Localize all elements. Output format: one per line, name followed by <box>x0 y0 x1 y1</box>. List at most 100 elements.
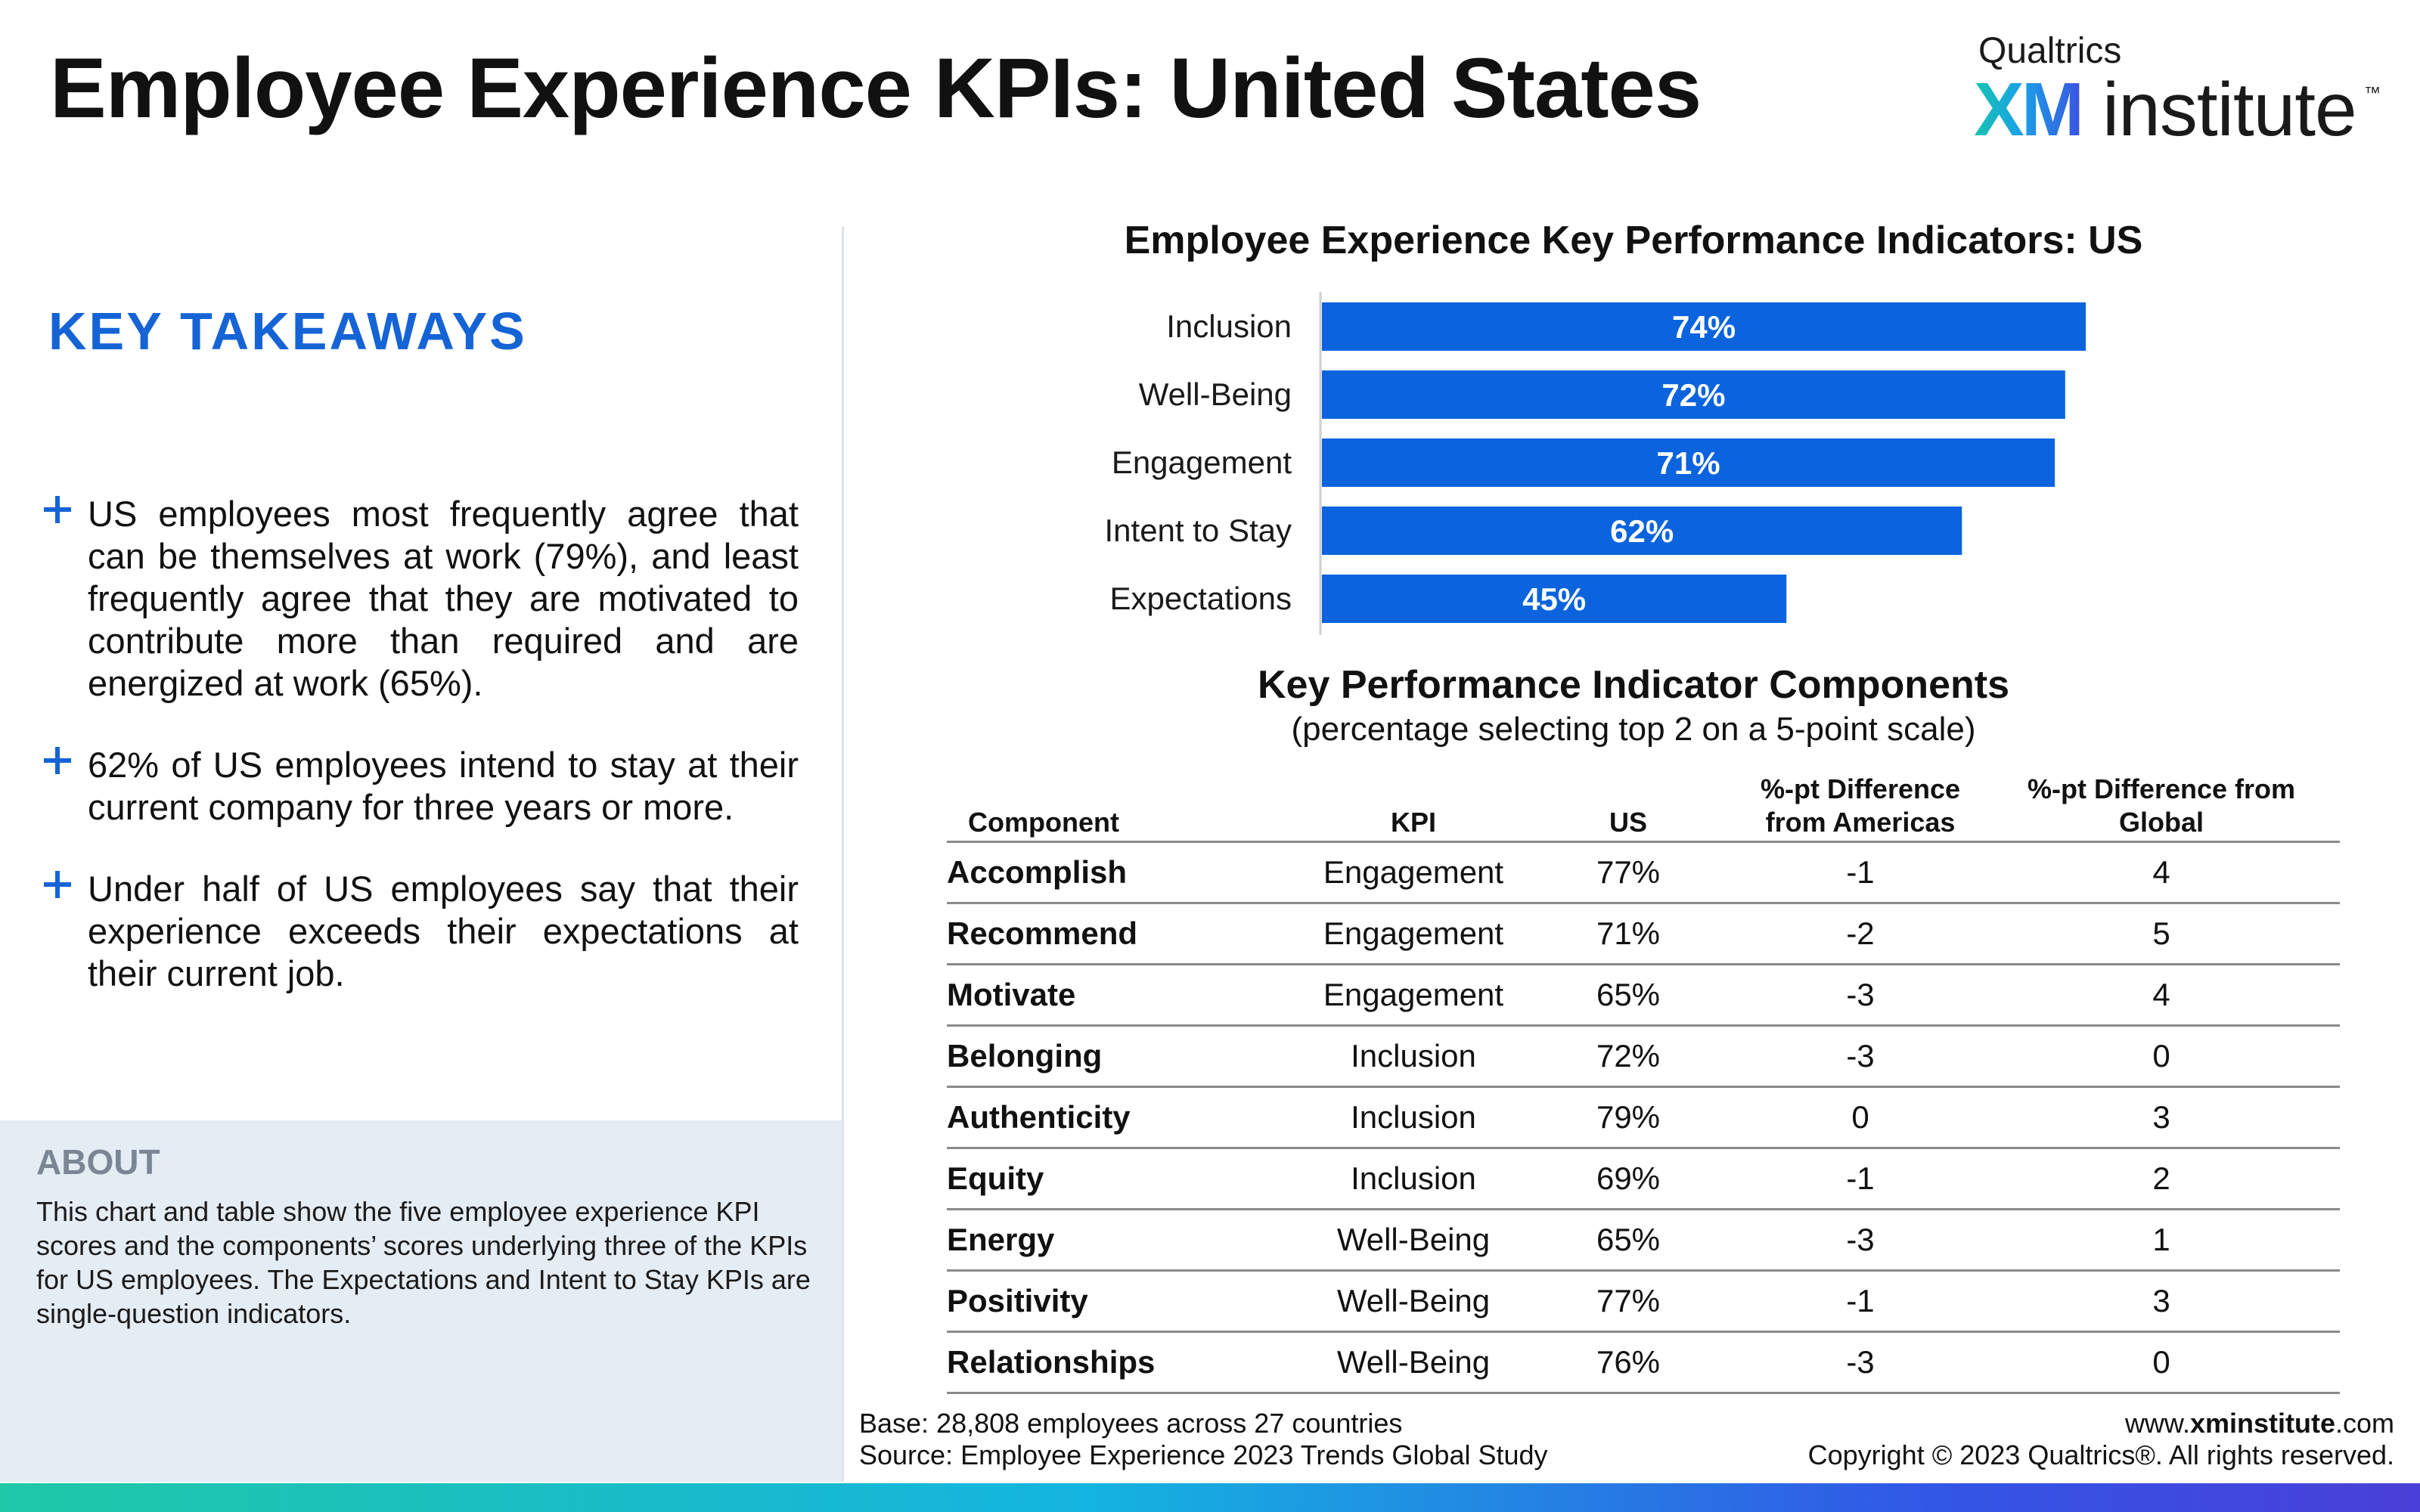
table-cell: Engagement <box>1308 964 1519 1027</box>
bar-value-label: 71% <box>1657 445 1720 481</box>
column-divider <box>842 227 844 1482</box>
table-cell: 4 <box>1983 964 2340 1027</box>
footer-notes: Base: 28,808 employees across 27 countri… <box>859 1408 1548 1471</box>
table-cell: 3 <box>1983 1270 2340 1333</box>
bar-engagement <box>1322 438 2055 487</box>
table-cell: Positivity <box>947 1270 1308 1333</box>
table-header-cell: Component <box>947 771 1308 843</box>
logo-institute: institute <box>2102 67 2357 152</box>
header-line: from Americas <box>1765 807 1956 838</box>
table-cell: Recommend <box>947 903 1308 965</box>
kpi-bar-chart: Inclusion 74% Well-Being 72% Engagement 71% In… <box>1105 292 2086 635</box>
table-cell: Accomplish <box>947 841 1308 904</box>
table-cell: Relationships <box>947 1331 1308 1394</box>
brand-gradient-bar <box>0 1483 2420 1512</box>
table-header-cell: KPI <box>1308 771 1519 843</box>
header-line: Global <box>2118 807 2204 838</box>
source-note: Source: Employee Experience 2023 Trends … <box>859 1439 1548 1470</box>
kpi-components-table: Component KPI US %-pt Difference from Americ… <box>947 771 2340 1394</box>
about-panel: ABOUT This chart and table show the five… <box>0 1120 842 1482</box>
table-cell: Equity <box>947 1148 1308 1210</box>
table-cell: 71% <box>1519 903 1738 965</box>
table-row: Positivity Well-Being 77% -1 3 <box>947 1270 2340 1333</box>
plus-icon <box>42 866 73 898</box>
page-title: Employee Experience KPIs: United States <box>50 41 1702 135</box>
table-row: Belonging Inclusion 72% -3 0 <box>947 1025 2340 1088</box>
table-cell: -1 <box>1738 1148 1983 1210</box>
table-cell: Well-Being <box>1308 1209 1519 1272</box>
table-cell: -3 <box>1738 1331 1983 1394</box>
takeaway-text: Under half of US employees say that thei… <box>88 869 799 993</box>
header-line: %-pt Difference from <box>2027 773 2296 804</box>
table-header-cell: %-pt Difference from Global <box>1983 771 2340 843</box>
table-cell: 72% <box>1519 1025 1738 1088</box>
bar-intent-to-stay <box>1322 507 1962 555</box>
xm-institute-logo: Qualtrics XM institute ™ <box>1974 30 2382 152</box>
category-label: Engagement <box>1112 445 1292 480</box>
header-line: KPI <box>1390 807 1436 838</box>
base-note: Base: 28,808 employees across 27 countri… <box>859 1408 1403 1439</box>
table-cell: 77% <box>1519 1270 1738 1333</box>
takeaway-item: 62% of US employees intend to stay at th… <box>39 744 799 829</box>
logo-trademark: ™ <box>2364 83 2381 102</box>
table-cell: 76% <box>1519 1331 1738 1394</box>
table-cell: 4 <box>1983 841 2340 904</box>
about-text: This chart and table show the five emplo… <box>36 1196 811 1329</box>
plus-icon <box>42 742 73 774</box>
table-row: Motivate Engagement 65% -3 4 <box>947 964 2340 1027</box>
table-header-cell: US <box>1519 771 1738 843</box>
website-link[interactable]: www.xminstitute.com <box>1808 1408 2394 1439</box>
table-cell: 3 <box>1983 1086 2340 1149</box>
url-domain: xminstitute <box>2189 1408 2335 1439</box>
table-cell: 0 <box>1738 1086 1983 1149</box>
footer-credits: www.xminstitute.com Copyright © 2023 Qua… <box>1808 1408 2394 1471</box>
table-cell: Belonging <box>947 1025 1308 1088</box>
logo-brand: Qualtrics <box>1978 31 2122 71</box>
category-label: Inclusion <box>1166 308 1292 344</box>
table-cell: Engagement <box>1308 841 1519 904</box>
table-cell: Well-Being <box>1308 1270 1519 1333</box>
bar-value-label: 62% <box>1610 513 1674 549</box>
logo-xm: XM <box>1974 67 2084 152</box>
plus-icon <box>42 491 73 523</box>
table-header-cell: %-pt Difference from Americas <box>1738 771 1983 843</box>
table-cell: Well-Being <box>1308 1331 1519 1394</box>
table-title: Key Performance Indicator Components <box>1258 663 2009 707</box>
table-cell: -1 <box>1738 1270 1983 1333</box>
table-cell: 65% <box>1519 1209 1738 1272</box>
table-subtitle: (percentage selecting top 2 on a 5-point… <box>1291 711 1976 748</box>
takeaway-text: 62% of US employees intend to stay at th… <box>88 745 799 827</box>
url-prefix: www. <box>2124 1408 2190 1439</box>
bar-expectations <box>1322 575 1787 623</box>
bar-value-label: 74% <box>1672 309 1736 345</box>
header-line: %-pt Difference <box>1760 773 1961 804</box>
header-line: Component <box>968 807 1119 838</box>
copyright: Copyright © 2023 Qualtrics®. All rights … <box>1807 1439 2394 1470</box>
category-label: Intent to Stay <box>1105 513 1292 548</box>
table-cell: 5 <box>1983 903 2340 965</box>
table-cell: -3 <box>1738 964 1983 1027</box>
chart-title: Employee Experience Key Performance Indi… <box>1124 218 2143 262</box>
takeaway-item: US employees most frequently agree that … <box>39 493 799 705</box>
bar-value-label: 45% <box>1522 581 1586 617</box>
table-cell: 65% <box>1519 964 1738 1027</box>
table-cell: -1 <box>1738 841 1983 904</box>
table-row: Recommend Engagement 71% -2 5 <box>947 903 2340 965</box>
takeaways-list: US employees most frequently agree that … <box>39 493 799 1034</box>
table-cell: 77% <box>1519 841 1738 904</box>
table-cell: Engagement <box>1308 903 1519 965</box>
table-cell: Inclusion <box>1308 1148 1519 1210</box>
table-row: Relationships Well-Being 76% -3 0 <box>947 1331 2340 1394</box>
table-cell: Motivate <box>947 964 1308 1027</box>
table-cell: 79% <box>1519 1086 1738 1149</box>
table-row: Energy Well-Being 65% -3 1 <box>947 1209 2340 1272</box>
table-row: Accomplish Engagement 77% -1 4 <box>947 841 2340 904</box>
table-header-row: Component KPI US %-pt Difference from Americ… <box>947 771 2340 843</box>
table-cell: Inclusion <box>1308 1025 1519 1088</box>
table-cell: 0 <box>1983 1025 2340 1088</box>
table-row: Authenticity Inclusion 79% 0 3 <box>947 1086 2340 1149</box>
table-cell: Energy <box>947 1209 1308 1272</box>
takeaway-item: Under half of US employees say that thei… <box>39 868 799 995</box>
category-label: Expectations <box>1110 581 1292 616</box>
table-cell: -3 <box>1738 1209 1983 1272</box>
